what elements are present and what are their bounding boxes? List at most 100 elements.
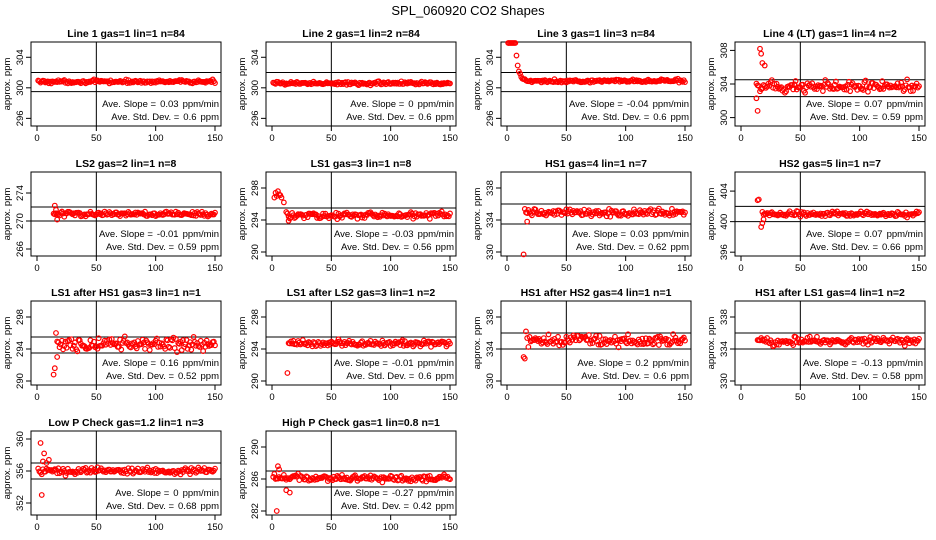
data-point [520, 251, 527, 258]
avg-slope-unit: ppm/min [418, 229, 454, 240]
avg-slope-value: -0.04 [627, 99, 649, 110]
data-point [862, 77, 869, 84]
plot-frame [30, 300, 222, 386]
data-point [280, 472, 287, 478]
data-point [905, 337, 912, 344]
y-axis-label: approx. ppm [472, 317, 483, 370]
stats-block: Ave. Slope = 0.03 ppm/min Ave. Std. Dev. = 0… [572, 229, 689, 253]
data-point [593, 333, 599, 339]
plot-frame [265, 430, 457, 516]
x-tick-label: 100 [383, 133, 399, 144]
panel-title: LS1 after LS2 gas=3 lin=1 n=2 [287, 287, 436, 299]
stats-block: Ave. Slope = -0.01 ppm/min Ave. Std. Dev. =… [99, 229, 219, 253]
avg-sd-unit: ppm [436, 112, 455, 123]
data-point [349, 211, 356, 218]
avg-sd-label: Ave. Std. Dev. = [341, 501, 409, 512]
avg-slope-text: Ave. Slope = 0.16 ppm/min [102, 358, 219, 369]
data-point [378, 474, 385, 481]
avg-slope-value: -0.27 [392, 488, 414, 499]
stats-block: Ave. Slope = -0.13 ppm/min Ave. Std. Dev. =… [803, 358, 923, 382]
panel-1: Line 1 gas=1 lin=1 n=84 0 50 100 150 296 300 30… [2, 28, 223, 144]
data-point [447, 476, 453, 483]
plot-frame [265, 41, 457, 127]
x-tick-label: 50 [326, 133, 337, 144]
data-point [280, 199, 287, 206]
y-tick-label: 290 [250, 373, 261, 389]
avg-slope-text: Ave. Slope = -0.01 ppm/min [334, 358, 454, 369]
avg-sd-value: 0.56 [413, 242, 432, 253]
data-point [757, 45, 763, 52]
data-point [907, 88, 914, 95]
data-points [753, 45, 922, 114]
y-tick-label: 266 [15, 241, 26, 257]
data-point [815, 82, 822, 89]
avg-sd-value: 0.6 [183, 112, 196, 123]
data-point [118, 78, 125, 85]
avg-slope-label: Ave. Slope = [102, 99, 156, 110]
data-point [545, 331, 552, 338]
data-point [633, 77, 640, 84]
data-point [74, 348, 81, 355]
stats-block: Ave. Slope = -0.01 ppm/min Ave. Std. Dev. =… [334, 358, 454, 382]
y-tick-label: 290 [15, 373, 26, 389]
y-tick-label: 298 [250, 180, 261, 196]
data-point [555, 333, 561, 340]
avg-slope-text: Ave. Slope = -0.13 ppm/min [803, 358, 923, 369]
data-point [806, 333, 813, 340]
y-tick-label: 296 [15, 110, 26, 126]
data-point [185, 342, 192, 349]
avg-sd-label: Ave. Std. Dev. = [810, 371, 878, 382]
avg-sd-value: 0.6 [418, 112, 431, 123]
data-point [824, 80, 831, 86]
data-point [124, 80, 131, 86]
data-point [513, 52, 520, 59]
y-tick-label: 400 [719, 214, 730, 230]
data-point [445, 213, 452, 220]
panel-title: HS1 gas=4 lin=1 n=7 [545, 158, 647, 170]
avg-slope-unit: ppm/min [653, 358, 689, 369]
data-points [505, 40, 688, 86]
data-point [278, 194, 285, 201]
data-point [62, 472, 69, 479]
data-point [795, 208, 801, 215]
data-point [76, 337, 83, 344]
data-point [339, 79, 345, 86]
plot-frame [500, 41, 692, 127]
y-axis-label: approx. ppm [237, 58, 248, 111]
x-tick-label: 150 [677, 392, 693, 403]
data-point [833, 78, 839, 85]
data-point [622, 339, 629, 345]
data-point [69, 345, 76, 352]
y-tick-label: 298 [250, 309, 261, 325]
data-point [615, 344, 622, 351]
data-point [275, 463, 281, 470]
x-tick-label: 100 [383, 522, 399, 533]
avg-slope-value: 0.03 [630, 229, 649, 240]
avg-sd-text: Ave. Std. Dev. = 0.52 ppm [106, 371, 219, 382]
avg-slope-unit: ppm/min [418, 358, 454, 369]
avg-slope-label: Ave. Slope = [803, 358, 857, 369]
panel-10: LS1 after LS2 gas=3 lin=1 n=2 0 50 100 150 29… [237, 287, 458, 403]
figure-title: SPL_060920 CO2 Shapes [391, 3, 545, 18]
avg-sd-label: Ave. Std. Dev. = [111, 112, 179, 123]
panel-title: HS2 gas=5 lin=1 n=7 [779, 158, 881, 170]
x-tick-label: 100 [148, 133, 164, 144]
data-point [587, 340, 593, 347]
x-tick-label: 100 [852, 263, 868, 274]
avg-slope-label: Ave. Slope = [334, 229, 388, 240]
data-point [847, 88, 854, 95]
avg-sd-text: Ave. Std. Dev. = 0.56 ppm [341, 242, 454, 253]
avg-sd-text: Ave. Std. Dev. = 0.59 ppm [810, 112, 923, 123]
data-point [121, 333, 128, 340]
data-point [283, 209, 290, 215]
data-point [212, 465, 218, 472]
data-point [360, 212, 367, 219]
avg-slope-unit: ppm/min [418, 99, 454, 110]
data-point [393, 80, 400, 87]
data-point [621, 335, 628, 342]
panel-12: HS1 after LS1 gas=4 lin=1 n=2 0 50 100 150 33… [706, 287, 927, 403]
avg-slope-text: Ave. Slope = 0 ppm/min [350, 99, 454, 110]
data-point [438, 208, 445, 215]
data-point [647, 337, 654, 343]
avg-sd-text: Ave. Std. Dev. = 0.68 ppm [106, 501, 219, 512]
